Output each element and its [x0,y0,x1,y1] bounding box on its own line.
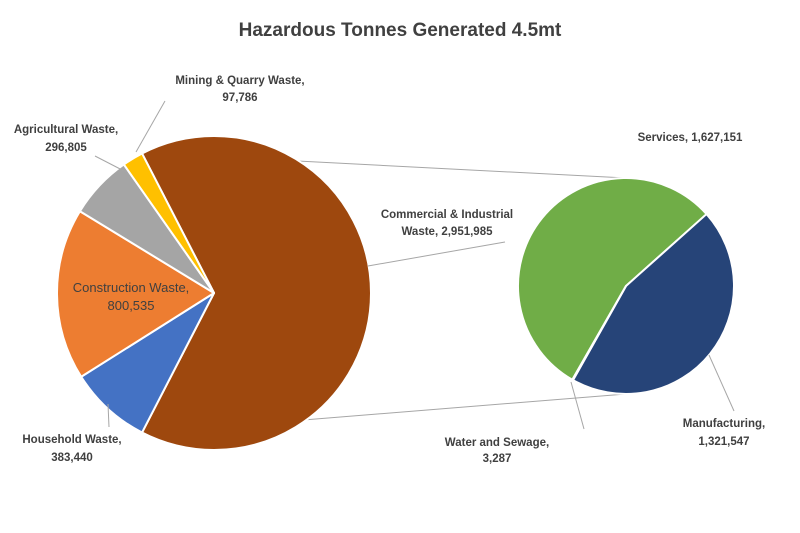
label-manufacturing-line1: Manufacturing, [683,418,765,430]
label-commercial-line1: Commercial & Industrial [381,209,513,221]
label-manufacturing-line2: 1,321,547 [698,436,749,448]
pie-slice-mining-quarry-waste[interactable] [122,152,215,294]
label-mining-line2: 97,786 [222,92,257,104]
label-agricultural-line2: 296,805 [45,142,87,154]
pie-slice-services[interactable] [517,177,708,381]
label-services-line1: Services, 1,627,151 [638,132,743,144]
label-household-line1: Household Waste, [22,434,121,446]
pie-slice-construction-waste[interactable] [56,210,215,378]
leader-line-commercial [367,241,506,267]
main-pie [56,135,372,451]
leader-line-agricultural [94,155,127,173]
label-construction-line1: Construction Waste, [73,280,190,295]
label-household-line2: 383,440 [51,452,93,464]
leader-line-water [570,381,585,430]
leader-line-manufacturing [708,354,735,412]
secondary-pie [517,177,735,395]
data-labels: Mining & Quarry Waste, 97,786 Agricultur… [14,75,765,465]
pie-slice-manufacturing[interactable] [571,213,735,395]
pie-slice-water-and-sewage[interactable] [571,285,627,382]
chart-title: Hazardous Tonnes Generated 4.5mt [239,20,562,41]
leader-line-mining [135,100,166,153]
label-agricultural-line1: Agricultural Waste, [14,124,118,136]
label-mining-line1: Mining & Quarry Waste, [175,75,304,87]
label-water-line1: Water and Sewage, [445,437,549,449]
leader-line-household [107,403,110,428]
label-leader-lines [94,100,735,430]
label-construction-line2: 800,535 [108,298,155,313]
label-commercial-line2: Waste, 2,951,985 [402,226,494,238]
label-water-line2: 3,287 [483,453,512,465]
pie-slice-commercial-industrial-waste[interactable] [141,135,372,451]
